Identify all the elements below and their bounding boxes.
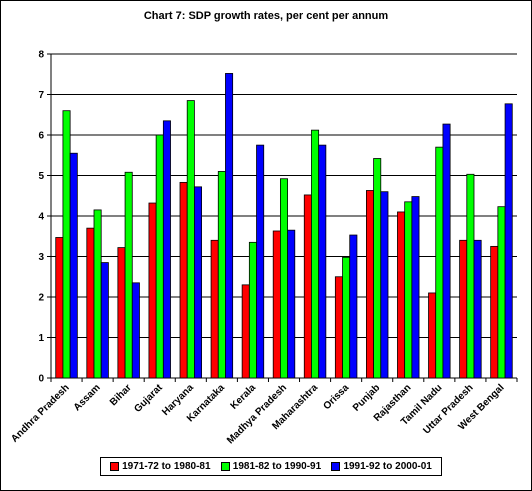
bar bbox=[287, 229, 296, 379]
bar bbox=[225, 73, 234, 379]
y-tick-label: 0 bbox=[38, 374, 44, 385]
x-tick-label: Assam bbox=[72, 382, 103, 413]
bar bbox=[186, 100, 195, 379]
bar bbox=[397, 211, 406, 379]
legend-swatch-series-2 bbox=[220, 462, 230, 471]
bar bbox=[380, 191, 389, 379]
bar bbox=[490, 245, 499, 379]
bar bbox=[248, 241, 257, 379]
bar bbox=[466, 173, 475, 379]
y-tick-label: 2 bbox=[38, 293, 44, 304]
bar bbox=[124, 171, 133, 379]
bar bbox=[62, 110, 71, 379]
bar bbox=[311, 129, 320, 379]
bar bbox=[241, 284, 250, 379]
bar bbox=[459, 239, 468, 379]
bar bbox=[303, 194, 312, 379]
x-tick-label: Kerala bbox=[229, 382, 259, 412]
bar bbox=[69, 152, 78, 379]
bar bbox=[404, 201, 413, 379]
bar bbox=[55, 237, 64, 379]
bar bbox=[86, 227, 95, 379]
legend-item-series-2: 1981-82 to 1990-91 bbox=[220, 461, 322, 472]
bar bbox=[442, 123, 451, 379]
legend-item-series-3: 1991-92 to 2000-01 bbox=[331, 461, 432, 472]
legend-item-series-1: 1971-72 to 1980-81 bbox=[110, 461, 211, 472]
bar bbox=[217, 171, 226, 379]
legend-label-series-2: 1981-82 to 1990-91 bbox=[232, 461, 322, 472]
chart-title: Chart 7: SDP growth rates, per cent per … bbox=[143, 10, 389, 22]
bar bbox=[334, 276, 343, 379]
y-tick-label: 1 bbox=[38, 333, 44, 344]
bar bbox=[193, 186, 202, 379]
bar bbox=[473, 239, 482, 379]
bar bbox=[179, 181, 188, 379]
bar bbox=[318, 144, 327, 379]
y-tick-label: 3 bbox=[38, 252, 44, 263]
bar bbox=[256, 144, 265, 379]
bar bbox=[365, 190, 374, 379]
bar bbox=[148, 202, 157, 379]
bar bbox=[411, 196, 420, 379]
bar bbox=[428, 292, 437, 379]
bar bbox=[93, 209, 102, 379]
legend-label-series-3: 1991-92 to 2000-01 bbox=[343, 461, 432, 472]
bar bbox=[342, 256, 351, 379]
legend: 1971-72 to 1980-81 1981-82 to 1990-91 19… bbox=[100, 457, 442, 476]
bar bbox=[117, 247, 126, 379]
bar bbox=[497, 206, 506, 379]
legend-label-series-1: 1971-72 to 1980-81 bbox=[122, 461, 211, 472]
y-tick-label: 4 bbox=[38, 212, 44, 223]
x-tick-label: Bihar bbox=[108, 382, 134, 408]
bar bbox=[272, 230, 281, 379]
bar bbox=[131, 282, 140, 379]
bar bbox=[279, 178, 288, 379]
bar bbox=[162, 120, 171, 379]
x-tick-label: Orissa bbox=[321, 382, 351, 412]
legend-swatch-series-1 bbox=[110, 462, 120, 471]
legend-swatch-series-3 bbox=[331, 462, 341, 471]
x-tick-label: Andhra Pradesh bbox=[9, 382, 71, 444]
y-tick-label: 6 bbox=[38, 131, 44, 142]
bar bbox=[504, 103, 513, 379]
bar bbox=[435, 146, 444, 379]
bar bbox=[100, 262, 109, 379]
y-tick-label: 5 bbox=[38, 171, 44, 182]
y-tick-label: 7 bbox=[38, 90, 44, 101]
bar bbox=[349, 234, 358, 379]
bar bbox=[210, 239, 219, 379]
bar bbox=[373, 158, 382, 379]
bar bbox=[155, 134, 164, 379]
y-tick-label: 8 bbox=[38, 50, 44, 61]
